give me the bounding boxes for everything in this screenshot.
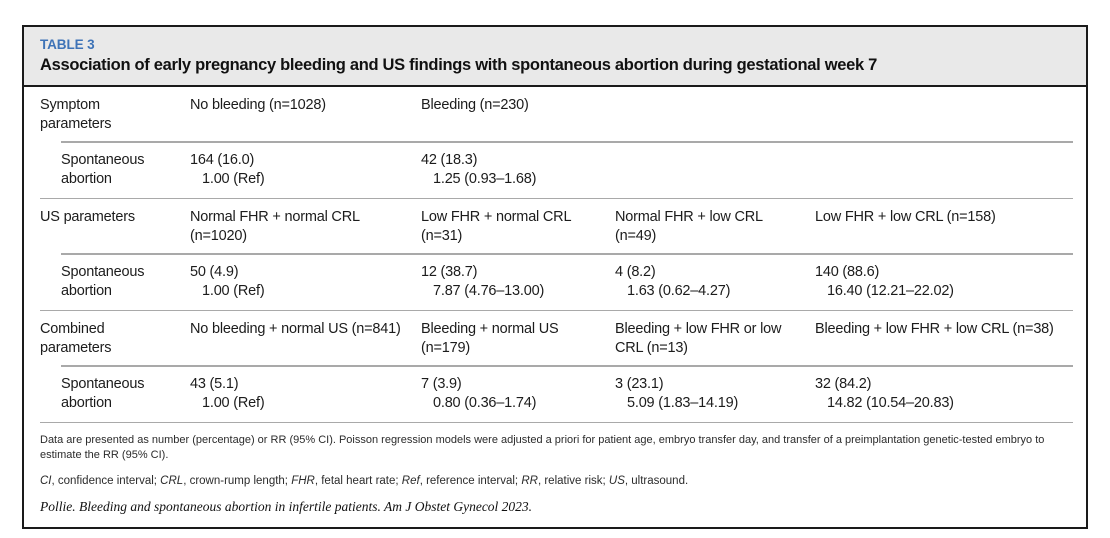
count-value: 164 (16.0) [190, 151, 255, 168]
count-value: 43 (5.1) [190, 375, 239, 392]
rr-value: 5.09 (1.83–14.19) [627, 394, 739, 411]
data-cell: 3 (23.1) 5.09 (1.83–14.19) [615, 375, 815, 413]
section-combined-data-row: Spontaneous abortion 43 (5.1) 1.00 (Ref)… [40, 367, 1073, 422]
data-cell [615, 151, 815, 189]
count-value: 12 (38.7) [421, 263, 478, 280]
section-us-header-row: US parameters Normal FHR + normal CRL (n… [40, 199, 1073, 253]
column-header: Low FHR + normal CRL (n=31) [421, 209, 571, 244]
data-cell: 32 (84.2) 14.82 (10.54–20.83) [815, 375, 1073, 413]
count-value: 4 (8.2) [615, 263, 656, 280]
table-body: Symptom parameters No bleeding (n=1028) … [24, 87, 1086, 527]
table-title: Association of early pregnancy bleeding … [40, 56, 878, 74]
rr-value: 1.00 (Ref) [202, 282, 265, 299]
rr-value: 1.00 (Ref) [202, 394, 265, 411]
data-cell: 50 (4.9) 1.00 (Ref) [190, 263, 421, 301]
column-header: No bleeding + normal US (n=841) [190, 321, 401, 337]
column-header: Bleeding + low FHR or low CRL (n=13) [615, 321, 782, 356]
abbr-term: CI [40, 475, 52, 487]
count-value: 7 (3.9) [421, 375, 462, 392]
count-value: 50 (4.9) [190, 263, 239, 280]
rr-value: 14.82 (10.54–20.83) [827, 394, 954, 411]
section-symptom-data-row: Spontaneous abortion 164 (16.0) 1.00 (Re… [40, 143, 1073, 198]
footnote-methods: Data are presented as number (percentage… [40, 434, 1045, 461]
rr-value: 16.40 (12.21–22.02) [827, 282, 954, 299]
count-value: 42 (18.3) [421, 151, 478, 168]
section-combined-header-row: Combined parameters No bleeding + normal… [40, 311, 1073, 365]
section-symptom-header-row: Symptom parameters No bleeding (n=1028) … [40, 87, 1073, 141]
column-header: Bleeding + normal US (n=179) [421, 321, 559, 356]
section-label: Symptom parameters [40, 97, 112, 132]
column-header: Normal FHR + low CRL (n=49) [615, 209, 763, 244]
section-divider-rule [40, 197, 1073, 199]
count-value: 140 (88.6) [815, 263, 880, 280]
abbr-definition: , crown-rump length; [183, 475, 292, 487]
section-divider-rule [40, 309, 1073, 311]
data-cell: 140 (88.6) 16.40 (12.21–22.02) [815, 263, 1073, 301]
header-underline-rule [61, 253, 1073, 255]
data-cell: 42 (18.3) 1.25 (0.93–1.68) [421, 151, 615, 189]
column-header [815, 96, 1073, 134]
abbr-term: US [608, 475, 625, 487]
abbr-term: RR [521, 475, 538, 487]
section-us-data-row: Spontaneous abortion 50 (4.9) 1.00 (Ref)… [40, 255, 1073, 310]
rr-value: 1.25 (0.93–1.68) [433, 170, 537, 187]
row-label: Spontaneous abortion [61, 263, 145, 299]
abbr-definition: , relative risk; [537, 475, 609, 487]
column-header: Low FHR + low CRL (n=158) [815, 209, 996, 225]
footnote-citation: Pollie. Bleeding and spontaneous abortio… [40, 499, 533, 514]
column-header: Bleeding (n=230) [421, 97, 529, 113]
data-cell: 164 (16.0) 1.00 (Ref) [190, 151, 421, 189]
data-cell: 4 (8.2) 1.63 (0.62–4.27) [615, 263, 815, 301]
section-label: US parameters [40, 209, 135, 225]
header-underline-rule [61, 141, 1073, 143]
abbr-definition: , fetal heart rate; [314, 475, 402, 487]
rr-value: 7.87 (4.76–13.00) [433, 282, 545, 299]
abbr-term: Ref [401, 475, 420, 487]
abbr-definition: , reference interval; [419, 475, 522, 487]
rr-value: 1.63 (0.62–4.27) [627, 282, 731, 299]
abbr-definition: , ultrasound. [624, 475, 689, 487]
count-value: 32 (84.2) [815, 375, 872, 392]
table-header-band: TABLE 3 Association of early pregnancy b… [24, 27, 1086, 87]
data-cell [815, 151, 1073, 189]
data-cell: 43 (5.1) 1.00 (Ref) [190, 375, 421, 413]
header-underline-rule [61, 365, 1073, 367]
column-header: Bleeding + low FHR + low CRL (n=38) [815, 321, 1054, 337]
table-number-label: TABLE 3 [40, 37, 95, 52]
rr-value: 0.80 (0.36–1.74) [433, 394, 537, 411]
count-value: 3 (23.1) [615, 375, 664, 392]
abbr-definition: , confidence interval; [51, 475, 161, 487]
footnote-abbreviations: CI, confidence interval; CRL, crown-rump… [40, 474, 1073, 489]
row-label: Spontaneous abortion [61, 375, 145, 411]
data-cell: 12 (38.7) 7.87 (4.76–13.00) [421, 263, 615, 301]
column-header [615, 96, 815, 134]
row-label: Spontaneous abortion [61, 151, 145, 187]
abbr-term: FHR [291, 475, 315, 487]
table-bottom-rule [40, 421, 1073, 423]
section-label: Combined parameters [40, 321, 112, 356]
column-header: No bleeding (n=1028) [190, 97, 326, 113]
data-cell: 7 (3.9) 0.80 (0.36–1.74) [421, 375, 615, 413]
rr-value: 1.00 (Ref) [202, 170, 265, 187]
table-3: TABLE 3 Association of early pregnancy b… [22, 25, 1088, 529]
abbr-term: CRL [160, 475, 184, 487]
column-header: Normal FHR + normal CRL (n=1020) [190, 209, 360, 244]
